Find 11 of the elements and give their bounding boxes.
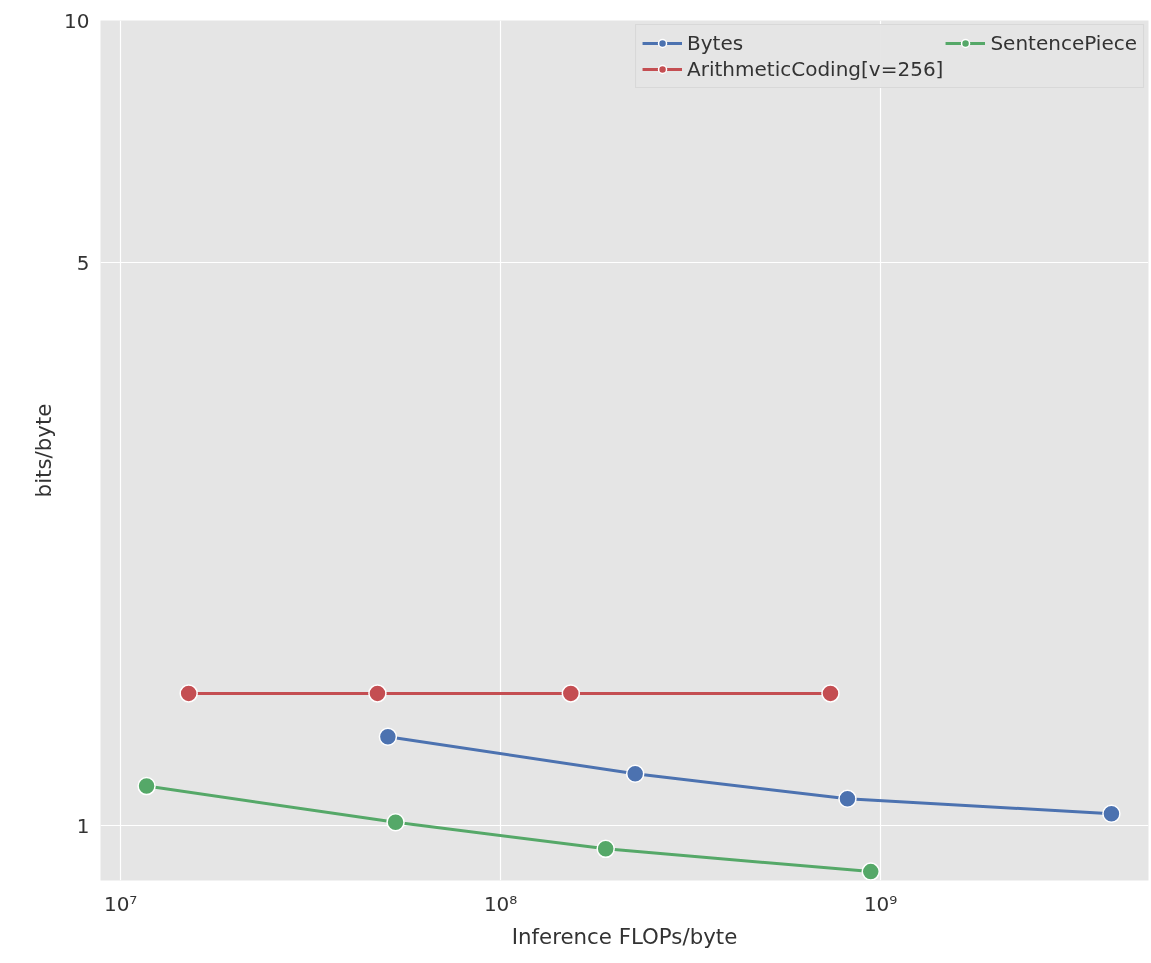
x-tick-label: 10⁸ <box>483 891 518 916</box>
y-tick-label: 1 <box>76 813 90 838</box>
legend-label: ArithmeticCoding[v=256] <box>687 57 944 81</box>
y-tick-label: 10 <box>64 8 90 33</box>
legend-label: SentencePiece <box>990 31 1137 55</box>
x-tick-label: 10⁹ <box>863 891 898 916</box>
legend-label: Bytes <box>687 31 744 55</box>
y-axis-title: bits/byte <box>31 403 57 498</box>
y-tick-label: 5 <box>76 250 90 275</box>
x-axis-title: Inference FLOPs/byte <box>511 923 738 949</box>
x-tick-label: 10⁷ <box>103 891 138 916</box>
